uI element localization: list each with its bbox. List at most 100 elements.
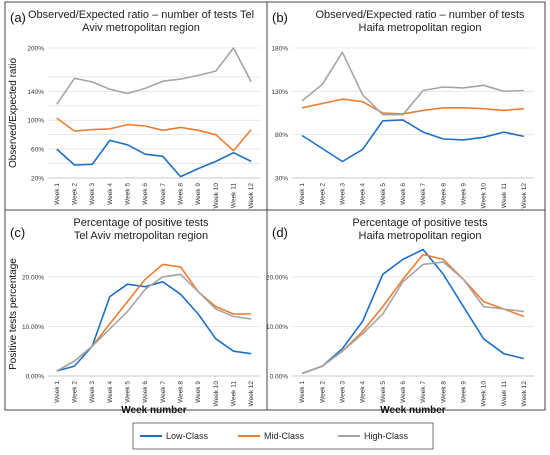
x-tick-label: Week 8 bbox=[178, 183, 185, 205]
x-tick-label: Week 3 bbox=[89, 381, 96, 403]
panel-title-line: Percentage of positive tests bbox=[73, 217, 209, 229]
panel-label: (b) bbox=[272, 10, 288, 25]
x-tick-label: Week 11 bbox=[501, 381, 508, 406]
x-tick-label: Week 7 bbox=[160, 183, 167, 205]
x-tick-label: Week 1 bbox=[299, 183, 306, 205]
y-tick-label: 0.00% bbox=[270, 374, 289, 381]
x-tick-label: Week 9 bbox=[195, 381, 202, 403]
series-line-high-class bbox=[301, 261, 524, 375]
panel-label: (a) bbox=[10, 10, 26, 25]
panel-title-line: Observed/Expected ratio – number of test… bbox=[315, 9, 525, 21]
x-tick-label: Week 4 bbox=[360, 183, 367, 205]
x-tick-label: Week 11 bbox=[501, 183, 508, 208]
y-tick-label: 20.00% bbox=[22, 274, 44, 281]
series-line-high-class bbox=[301, 51, 524, 116]
x-tick-label: Week 2 bbox=[72, 183, 79, 205]
x-tick-label: Week 12 bbox=[521, 381, 528, 407]
y-tick-label: 30% bbox=[275, 176, 288, 183]
x-tick-label: Week 8 bbox=[440, 381, 447, 403]
panel-1: (b) Observed/Expected ratio – number of t… bbox=[266, 1, 546, 211]
x-tick-label: Week 12 bbox=[248, 381, 255, 407]
x-tick-label: Week 6 bbox=[142, 381, 149, 403]
y-tick-label: 200% bbox=[27, 46, 44, 53]
y-tick-label: 10.00% bbox=[22, 324, 44, 331]
legend-entry: Mid-Class bbox=[264, 431, 305, 441]
series-line-low-class bbox=[56, 139, 252, 178]
x-tick-label: Week 10 bbox=[213, 381, 220, 407]
y-tick-label: 80% bbox=[275, 132, 288, 139]
x-tick-label: Week 10 bbox=[213, 183, 220, 209]
x-tick-label: Week 6 bbox=[400, 381, 407, 403]
x-tick-label: Week 3 bbox=[339, 183, 346, 205]
legend-entry: High-Class bbox=[364, 431, 409, 441]
y-tick-label: 20% bbox=[31, 176, 44, 183]
x-tick-label: Week 5 bbox=[380, 183, 387, 205]
y-tick-label: 140% bbox=[27, 89, 44, 96]
panel-0: (a) Observed/Expected ratio – number of t… bbox=[4, 1, 268, 211]
series-line-mid-class bbox=[56, 117, 252, 152]
x-tick-label: Week 9 bbox=[460, 183, 467, 205]
panel-label: (d) bbox=[272, 225, 288, 240]
x-tick-label: Week 7 bbox=[420, 183, 427, 205]
x-tick-label: Week 4 bbox=[360, 381, 367, 403]
series-line-mid-class bbox=[56, 263, 252, 372]
x-tick-label: Week 8 bbox=[178, 381, 185, 403]
x-tick-label: Week 5 bbox=[380, 381, 387, 403]
legend-box bbox=[132, 422, 434, 450]
x-tick-label: Week 3 bbox=[339, 381, 346, 403]
x-tick-label: Week 6 bbox=[400, 183, 407, 205]
x-tick-label: Week 1 bbox=[54, 183, 61, 205]
y-tick-label: 180% bbox=[271, 46, 288, 53]
panel-frame bbox=[266, 209, 546, 411]
x-tick-label: Week 7 bbox=[160, 381, 167, 403]
x-tick-label: Week 11 bbox=[231, 381, 238, 406]
legend: Low-Class Mid-Class High-Class bbox=[132, 422, 434, 450]
x-tick-label: Week 2 bbox=[319, 183, 326, 205]
x-tick-label: Week 9 bbox=[460, 381, 467, 403]
x-tick-label: Week 10 bbox=[481, 381, 488, 407]
x-tick-label: Week 12 bbox=[248, 183, 255, 209]
y-tick-label: 130% bbox=[271, 89, 288, 96]
panel-title-line: Haifa metropolitan region bbox=[359, 22, 482, 34]
panel-label: (c) bbox=[10, 225, 25, 240]
y-tick-label: 0.00% bbox=[26, 374, 45, 381]
series-line-low-class bbox=[301, 119, 525, 163]
y-axis-label: Observed/Expected ratio bbox=[8, 58, 19, 168]
y-axis-label: Positive tests percentage bbox=[8, 258, 19, 370]
x-tick-label: Week 4 bbox=[107, 381, 114, 403]
x-tick-label: Week 7 bbox=[420, 381, 427, 403]
series-line-low-class bbox=[301, 248, 525, 375]
x-tick-label: Week 5 bbox=[125, 381, 132, 403]
y-tick-label: 20.00% bbox=[266, 274, 288, 281]
panel-title-line: Aviv metropolitan region bbox=[82, 22, 200, 34]
x-tick-label: Week 5 bbox=[125, 183, 132, 205]
x-tick-label: Week 2 bbox=[319, 381, 326, 403]
series-line-high-class bbox=[56, 273, 252, 372]
y-tick-label: 10.00% bbox=[266, 324, 288, 331]
x-tick-label: Week 8 bbox=[440, 183, 447, 205]
x-tick-label: Week 3 bbox=[89, 183, 96, 205]
series-line-high-class bbox=[56, 47, 252, 105]
x-tick-label: Week 4 bbox=[107, 183, 114, 205]
x-axis-label: Week number bbox=[380, 405, 445, 416]
x-tick-label: Week 1 bbox=[54, 381, 61, 403]
x-tick-label: Week 11 bbox=[231, 183, 238, 208]
panel-title-line: Observed/Expected ratio – number of test… bbox=[28, 9, 254, 21]
panel-title-line: Percentage of positive tests bbox=[352, 217, 488, 229]
legend-entry: Low-Class bbox=[166, 431, 209, 441]
x-tick-label: Week 9 bbox=[195, 183, 202, 205]
x-axis-label: Week number bbox=[121, 405, 186, 416]
series-line-mid-class bbox=[301, 98, 524, 115]
y-tick-label: 100% bbox=[27, 118, 44, 125]
x-tick-label: Week 2 bbox=[72, 381, 79, 403]
panel-title-line: Haifa metropolitan region bbox=[359, 230, 482, 242]
panel-title-line: Tel Aviv metropolitan region bbox=[74, 230, 208, 242]
x-tick-label: Week 1 bbox=[299, 381, 306, 403]
y-tick-label: 60% bbox=[31, 147, 44, 154]
x-tick-label: Week 6 bbox=[142, 183, 149, 205]
x-tick-label: Week 10 bbox=[481, 183, 488, 209]
